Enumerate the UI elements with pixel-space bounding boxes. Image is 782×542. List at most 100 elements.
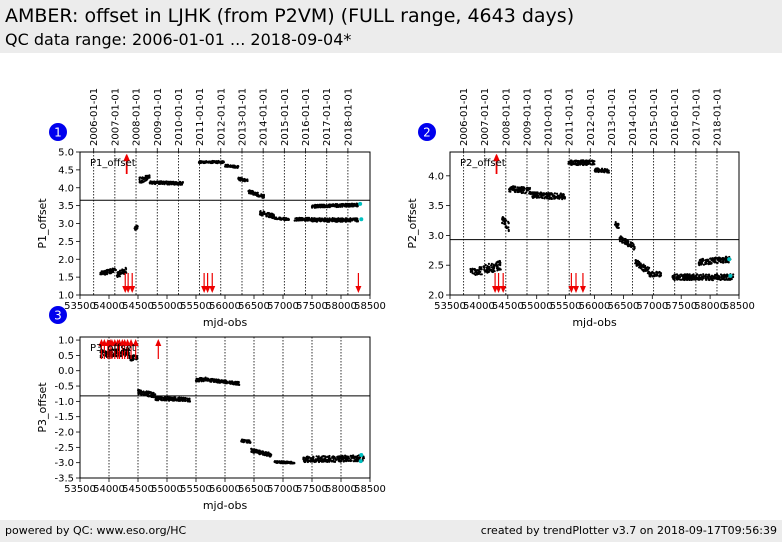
data-point [318, 203, 321, 206]
data-point [167, 397, 170, 400]
data-point [567, 160, 570, 163]
data-point [174, 396, 177, 399]
data-point [261, 452, 264, 455]
y-tick-label: -3.5 [54, 474, 74, 485]
data-point [539, 191, 542, 194]
data-point [272, 214, 275, 217]
data-point [230, 381, 233, 384]
x-tick-label: 57500 [296, 301, 328, 312]
data-point [336, 220, 339, 223]
data-point [671, 276, 674, 279]
y-tick-label: 3.0 [58, 219, 74, 230]
data-point [328, 458, 331, 461]
data-point [511, 185, 515, 188]
y-tick-label: 2.5 [58, 237, 74, 248]
data-point [580, 161, 583, 164]
data-point [139, 176, 142, 179]
data-point [330, 218, 333, 221]
data-point [241, 178, 244, 181]
data-point [142, 393, 145, 396]
data-point [725, 257, 728, 260]
data-point [469, 268, 473, 271]
data-point [253, 451, 256, 454]
data-point [503, 217, 507, 220]
data-point [697, 262, 700, 265]
date-tick-label: 2018-01-01 [712, 88, 723, 146]
data-point [548, 193, 551, 196]
data-point [172, 180, 175, 183]
data-point [211, 161, 214, 164]
data-point [631, 242, 634, 245]
data-point [197, 378, 200, 381]
data-point [593, 160, 596, 163]
y-axis-label: P3_offset [36, 382, 49, 433]
x-tick-label: 57000 [267, 484, 299, 495]
data-point [507, 221, 510, 224]
data-point [336, 205, 339, 208]
y-tick-label: 1.0 [58, 336, 74, 347]
data-point [680, 278, 683, 281]
data-point [352, 454, 355, 457]
data-point [618, 238, 622, 241]
data-point [589, 162, 592, 166]
data-point [701, 278, 704, 281]
data-point [274, 217, 277, 220]
y-tick-label: 2.0 [58, 255, 74, 266]
data-point [688, 278, 691, 281]
data-point [121, 271, 124, 274]
outlier-arrow-up-head [493, 154, 500, 161]
data-point [312, 460, 315, 463]
data-point [484, 270, 487, 273]
x-tick-label: 58500 [723, 301, 755, 312]
data-point [328, 203, 331, 206]
date-tick-label: 2013-01-01 [237, 88, 248, 146]
data-point [531, 191, 534, 194]
data-point [134, 225, 137, 229]
date-tick-label: 2015-01-01 [649, 88, 660, 146]
data-point [495, 262, 498, 265]
data-point [554, 196, 557, 199]
data-point [341, 219, 344, 222]
x-tick-label: 58500 [354, 484, 386, 495]
data-point [724, 259, 727, 262]
data-point [326, 218, 329, 221]
data-point [707, 259, 710, 263]
data-point [243, 179, 246, 182]
data-point [247, 440, 250, 444]
data-point [655, 274, 658, 277]
date-tick-label: 2010-01-01 [174, 88, 185, 146]
data-point [333, 455, 336, 458]
latest-point [727, 257, 732, 262]
data-point [331, 460, 334, 463]
data-point [652, 274, 655, 277]
data-point [351, 202, 354, 205]
data-point [695, 278, 698, 281]
data-point [349, 203, 352, 206]
data-point [647, 268, 650, 271]
data-point [487, 267, 490, 270]
data-point [287, 218, 290, 221]
data-point [538, 192, 541, 195]
y-tick-label: -0.5 [54, 382, 74, 393]
data-point [732, 275, 735, 279]
y-tick-label: 1.5 [58, 273, 74, 284]
data-point [549, 196, 552, 199]
data-point [229, 164, 232, 167]
data-point [720, 275, 724, 278]
data-point [263, 451, 266, 454]
data-point [337, 457, 340, 460]
data-point [555, 192, 559, 195]
data-point [222, 380, 225, 383]
data-point [247, 439, 250, 442]
data-point [195, 379, 198, 382]
data-point [273, 460, 276, 463]
x-tick-label: 58000 [325, 301, 357, 312]
data-point [271, 216, 274, 219]
data-point [255, 448, 258, 451]
data-point [575, 163, 578, 166]
x-tick-label: 55000 [151, 301, 183, 312]
x-tick-label: 55500 [180, 301, 212, 312]
data-point [724, 261, 727, 264]
data-point [311, 220, 314, 223]
y-axis-label: P1_offset [36, 198, 49, 249]
